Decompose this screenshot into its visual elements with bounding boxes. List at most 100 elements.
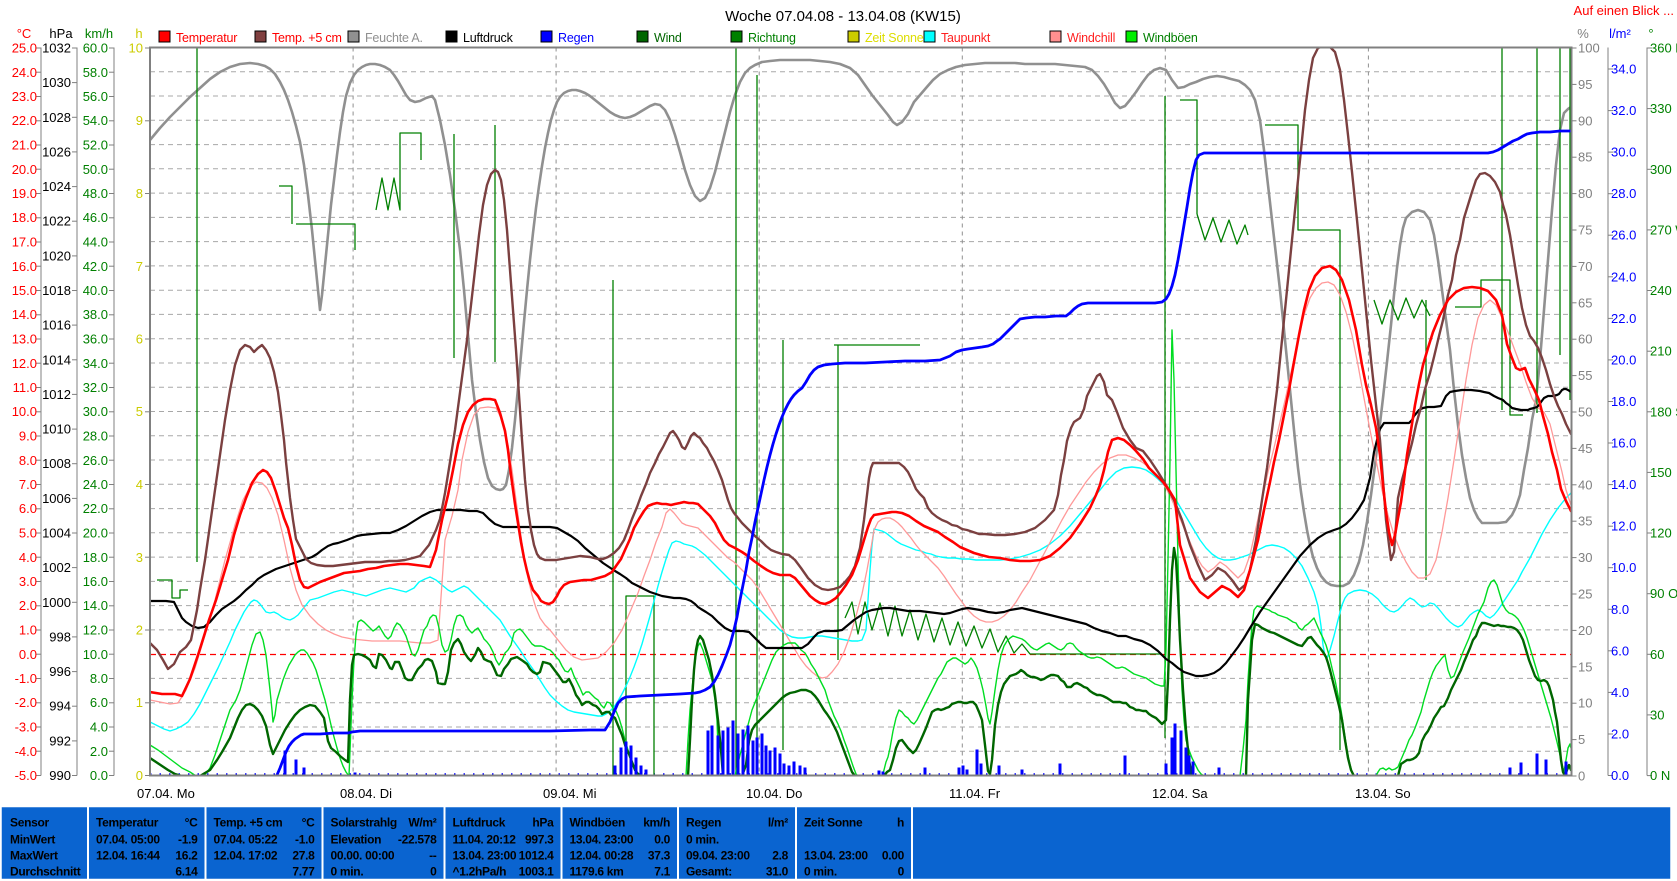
- svg-text:27.8: 27.8: [292, 849, 315, 863]
- svg-text:-5.0: -5.0: [15, 768, 37, 783]
- svg-text:1022: 1022: [42, 214, 71, 229]
- svg-text:1006: 1006: [42, 491, 71, 506]
- svg-text:l/m²: l/m²: [1609, 26, 1631, 41]
- svg-text:32.0: 32.0: [83, 380, 108, 395]
- svg-text:1008: 1008: [42, 456, 71, 471]
- svg-text:26.0: 26.0: [83, 453, 108, 468]
- svg-text:14.0: 14.0: [1611, 477, 1636, 492]
- svg-text:60: 60: [1650, 647, 1664, 662]
- svg-text:2.0: 2.0: [90, 744, 108, 759]
- svg-text:Temperatur: Temperatur: [176, 31, 237, 45]
- svg-text:09.04. Mi: 09.04. Mi: [543, 786, 597, 801]
- svg-text:4.0: 4.0: [19, 550, 37, 565]
- svg-text:20.0: 20.0: [83, 526, 108, 541]
- svg-text:994: 994: [49, 699, 71, 714]
- svg-text:45: 45: [1578, 441, 1592, 456]
- svg-text:992: 992: [49, 733, 71, 748]
- svg-text:0 min.: 0 min.: [804, 865, 837, 879]
- svg-text:0.0: 0.0: [654, 833, 670, 847]
- svg-text:11.0: 11.0: [13, 380, 37, 395]
- svg-text:300: 300: [1650, 162, 1672, 177]
- svg-text:16.0: 16.0: [83, 574, 108, 589]
- svg-text:5: 5: [136, 404, 143, 419]
- svg-text:30: 30: [1650, 707, 1664, 722]
- svg-text:Richtung: Richtung: [748, 31, 796, 45]
- svg-text:Wind: Wind: [654, 31, 682, 45]
- svg-text:%: %: [1577, 26, 1589, 41]
- svg-text:50.0: 50.0: [83, 162, 108, 177]
- svg-text:0.0: 0.0: [1611, 768, 1629, 783]
- svg-text:Taupunkt: Taupunkt: [941, 31, 991, 45]
- svg-text:998: 998: [49, 629, 71, 644]
- svg-text:37.3: 37.3: [648, 849, 671, 863]
- svg-text:5: 5: [1578, 732, 1585, 747]
- svg-text:0: 0: [136, 768, 143, 783]
- svg-text:25: 25: [1578, 587, 1592, 602]
- svg-text:270 W: 270 W: [1650, 222, 1677, 237]
- svg-text:12.04. 00:28: 12.04. 00:28: [570, 849, 634, 863]
- svg-text:8.0: 8.0: [1611, 602, 1629, 617]
- svg-text:h: h: [897, 816, 904, 830]
- svg-text:^1.2hPa/h: ^1.2hPa/h: [453, 865, 507, 879]
- svg-text:3: 3: [136, 550, 143, 565]
- svg-text:2.0: 2.0: [19, 598, 37, 613]
- svg-text:25.0: 25.0: [12, 41, 37, 56]
- svg-text:12.04. 17:02: 12.04. 17:02: [214, 849, 278, 863]
- svg-text:40.0: 40.0: [83, 283, 108, 298]
- svg-text:240: 240: [1650, 283, 1672, 298]
- svg-text:16.0: 16.0: [12, 259, 37, 274]
- svg-text:8.0: 8.0: [90, 671, 108, 686]
- svg-text:km/h: km/h: [85, 26, 113, 41]
- svg-text:Luftdruck: Luftdruck: [463, 31, 514, 45]
- svg-text:210: 210: [1650, 344, 1672, 359]
- svg-text:1010: 1010: [42, 422, 71, 437]
- svg-text:3.0: 3.0: [19, 574, 37, 589]
- svg-text:8.0: 8.0: [19, 453, 37, 468]
- svg-text:32.0: 32.0: [1611, 103, 1636, 118]
- svg-text:Auf einen Blick ...: Auf einen Blick ...: [1574, 3, 1674, 18]
- svg-text:0 N: 0 N: [1650, 768, 1670, 783]
- svg-text:7.1: 7.1: [654, 865, 670, 879]
- svg-text:1002: 1002: [42, 560, 71, 575]
- svg-text:1024: 1024: [42, 179, 71, 194]
- svg-text:Solarstrahlg: Solarstrahlg: [331, 816, 397, 830]
- svg-text:-2.0: -2.0: [15, 695, 37, 710]
- svg-text:°C: °C: [302, 816, 315, 830]
- svg-text:08.04. Di: 08.04. Di: [340, 786, 392, 801]
- svg-text:-1.9: -1.9: [178, 833, 198, 847]
- svg-text:Zeit Sonne: Zeit Sonne: [865, 31, 924, 45]
- svg-text:4.0: 4.0: [90, 720, 108, 735]
- svg-text:1030: 1030: [42, 75, 71, 90]
- svg-text:19.0: 19.0: [12, 186, 37, 201]
- svg-text:9.0: 9.0: [19, 429, 37, 444]
- svg-text:°C: °C: [185, 816, 198, 830]
- svg-text:6.14: 6.14: [175, 865, 198, 879]
- svg-text:24.0: 24.0: [1611, 269, 1636, 284]
- svg-text:60: 60: [1578, 332, 1592, 347]
- svg-text:14.0: 14.0: [83, 598, 108, 613]
- svg-text:km/h: km/h: [643, 816, 670, 830]
- svg-text:0.0: 0.0: [19, 647, 37, 662]
- svg-text:20.0: 20.0: [12, 162, 37, 177]
- svg-text:34.0: 34.0: [83, 356, 108, 371]
- svg-text:58.0: 58.0: [83, 65, 108, 80]
- svg-text:Sensor: Sensor: [10, 816, 50, 830]
- svg-text:34.0: 34.0: [1611, 62, 1636, 77]
- svg-text:10: 10: [129, 41, 143, 56]
- svg-text:11.04. 20:12: 11.04. 20:12: [453, 833, 517, 847]
- svg-text:1.0: 1.0: [19, 623, 37, 638]
- svg-text:Temp. +5 cm: Temp. +5 cm: [272, 31, 342, 45]
- svg-text:-1.0: -1.0: [15, 671, 37, 686]
- svg-text:52.0: 52.0: [83, 138, 108, 153]
- svg-text:60.0: 60.0: [83, 41, 108, 56]
- svg-text:330: 330: [1650, 101, 1672, 116]
- svg-text:20: 20: [1578, 623, 1592, 638]
- svg-text:150: 150: [1650, 465, 1672, 480]
- svg-text:35: 35: [1578, 514, 1592, 529]
- svg-text:0 min.: 0 min.: [331, 865, 364, 879]
- svg-text:Luftdruck: Luftdruck: [453, 816, 506, 830]
- svg-text:90 O: 90 O: [1650, 586, 1677, 601]
- svg-text:1: 1: [136, 695, 143, 710]
- svg-text:Woche 07.04.08 - 13.04.08 (KW1: Woche 07.04.08 - 13.04.08 (KW15): [725, 8, 961, 25]
- svg-text:-4.0: -4.0: [15, 744, 37, 759]
